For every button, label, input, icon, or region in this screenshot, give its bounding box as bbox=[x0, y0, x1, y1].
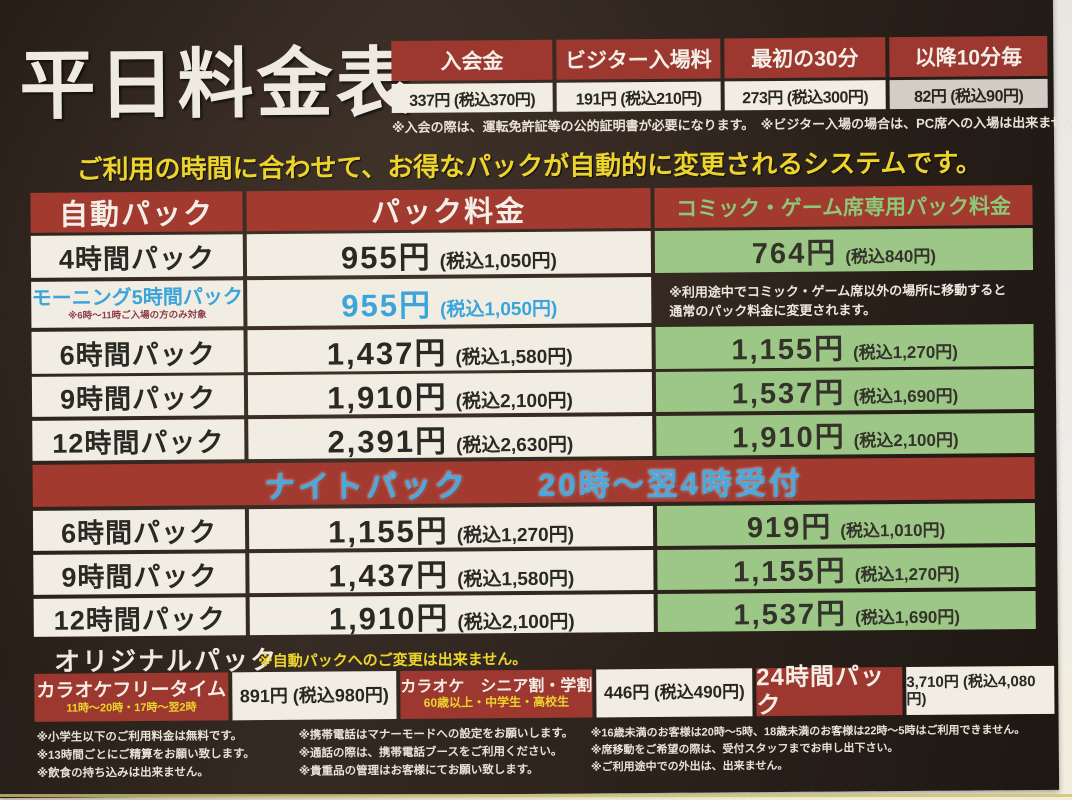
row-9h-comic-price: 1,537円 (税込1,690円) bbox=[655, 369, 1035, 412]
night-9h-price: 1,437円 (税込1,580円) bbox=[249, 550, 654, 594]
night-12h-comic-price: 1,537円 (税込1,690円) bbox=[657, 591, 1036, 632]
row-12h-comic-price: 1,910円 (税込2,100円) bbox=[656, 413, 1035, 456]
row-6h-comic-price: 1,155円 (税込1,270円) bbox=[655, 324, 1034, 369]
fee-header-visitor: ビジター入場料 bbox=[556, 38, 721, 80]
night-9h-name: 9時間パック bbox=[33, 553, 246, 595]
page-title: 平日料金表 bbox=[19, 40, 415, 129]
header-pack-price: パック料金 bbox=[246, 188, 651, 232]
night-12h-name: 12時間パック bbox=[33, 597, 246, 637]
fee-value-admission: 337円 (税込370円) bbox=[391, 82, 553, 114]
row-12h-price: 2,391円 (税込2,630円) bbox=[248, 416, 653, 460]
header-auto-pack: 自動パック bbox=[30, 191, 243, 233]
row-12h-name: 12時間パック bbox=[32, 419, 245, 461]
row-morning5h-price: 955円 (税込1,050円) bbox=[247, 277, 652, 327]
night-pack-header: ナイトパック 20時〜翌4時受付 bbox=[32, 457, 1035, 507]
karaoke-senior-label: カラオケ シニア割・学割 60歳以上・中学生・高校生 bbox=[400, 669, 593, 719]
photo-bottom-edge bbox=[0, 794, 1072, 797]
fee-header-admission: 入会金 bbox=[391, 39, 553, 82]
night-6h-comic-price: 919円 (税込1,010円) bbox=[656, 503, 1036, 546]
night-6h-price: 1,155円 (税込1,270円) bbox=[248, 506, 654, 550]
row-9h-name: 9時間パック bbox=[31, 375, 245, 417]
header-comic-game-price: コミック・ゲーム席専用パック料金 bbox=[654, 185, 1033, 228]
fee-header-first30: 最初の30分 bbox=[724, 37, 886, 79]
footer-notes-age: ※16歳未満のお客様は20時〜5時、18歳未満のお客様は22時〜5時はご利用でき… bbox=[590, 724, 1026, 774]
row-4h-comic-price: 764円 (税込840円) bbox=[654, 228, 1034, 273]
row-morning5h-name: モーニング5時間パック ※6時〜11時ご入場の方のみ対象 bbox=[31, 280, 244, 328]
karaoke-freetime-label: カラオケフリータイム 11時〜20時・17時〜翌2時 bbox=[34, 672, 229, 722]
fee-value-visitor: 191円 (税込210円) bbox=[556, 81, 721, 112]
fee-value-first30: 273円 (税込300円) bbox=[724, 80, 886, 111]
fee-value-per10: 82円 (税込90円) bbox=[889, 78, 1048, 110]
row-6h-name: 6時間パック bbox=[31, 330, 244, 374]
karaoke-senior-price: 446円 (税込490円) bbox=[596, 668, 753, 718]
karaoke-freetime-price: 891円 (税込980円) bbox=[232, 671, 397, 721]
row-6h-price: 1,437円 (税込1,580円) bbox=[247, 327, 652, 373]
night-6h-name: 6時間パック bbox=[32, 509, 246, 551]
footer-notes-general: ※小学生以下のご利用料金は無料です。 ※13時間ごとにご精算をお願い致します。 … bbox=[36, 730, 255, 780]
pack-24h-label: 24時間パック bbox=[756, 664, 903, 719]
row-9h-price: 1,910円 (税込2,100円) bbox=[247, 372, 653, 416]
pack-24h-price: 3,710円 (税込4,080円) bbox=[906, 665, 1055, 716]
entry-fee-note: ※入会の際は、運転免許証等の公的証明書が必要になります。 ※ビジター入場の場合は… bbox=[391, 114, 1072, 136]
footer-notes-phone: ※携帯電話はマナーモードへの設定をお願いします。 ※通話の際は、携帯電話ブースを… bbox=[298, 727, 574, 778]
row-4h-price: 955円 (税込1,050円) bbox=[246, 231, 652, 277]
night-12h-price: 1,910円 (税込2,100円) bbox=[249, 594, 654, 636]
auto-pack-banner: ご利用の時間に合わせて、お得なパックが自動的に変更されるシステムです。 bbox=[76, 147, 982, 185]
original-pack-note: ※自動パックへのご変更は出来ません。 bbox=[258, 650, 528, 671]
comic-game-note: ※利用途中でコミック・ゲーム席以外の場所に移動すると 通常のパック料金に変更され… bbox=[669, 282, 1007, 319]
night-9h-comic-price: 1,155円 (税込1,270円) bbox=[657, 547, 1036, 590]
fee-header-per10: 以降10分毎 bbox=[889, 35, 1048, 78]
row-4h-name: 4時間パック bbox=[30, 234, 244, 278]
